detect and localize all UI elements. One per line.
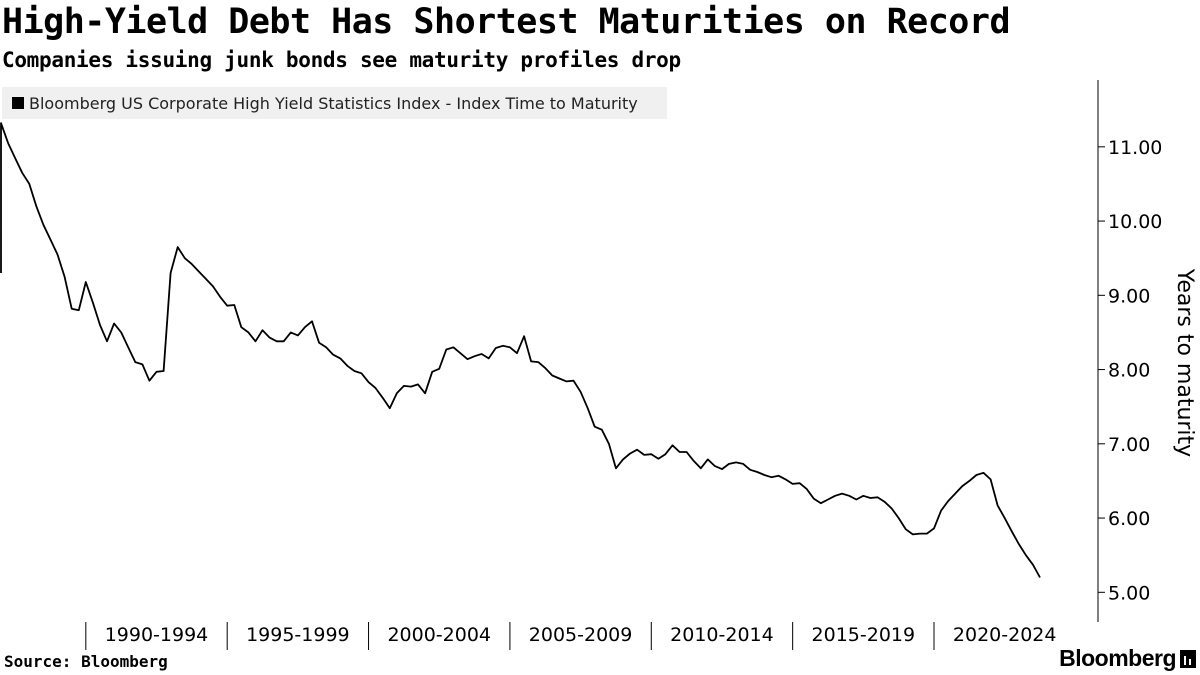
x-tick-label-3: 2005-2009 (529, 624, 633, 646)
y-tick-label-6: 11.00 (1108, 137, 1162, 159)
y-tick-label-5: 10.00 (1108, 211, 1162, 233)
brand-logo: Bloomberg (1059, 645, 1196, 672)
y-tick-label-0: 5.00 (1108, 582, 1150, 604)
legend-label: Bloomberg US Corporate High Yield Statis… (29, 93, 638, 113)
y-tick-label-4: 9.00 (1108, 285, 1150, 307)
y-tick-label-1: 6.00 (1108, 508, 1150, 530)
x-tick-label-6: 2020-2024 (953, 624, 1057, 646)
legend: Bloomberg US Corporate High Yield Statis… (2, 87, 667, 119)
chart-subtitle: Companies issuing junk bonds see maturit… (2, 48, 681, 72)
x-tick-label-5: 2015-2019 (812, 624, 916, 646)
y-axis-label: Years to maturity (1172, 268, 1197, 457)
x-tick-label-0: 1990-1994 (105, 624, 209, 646)
x-tick-label-4: 2010-2014 (670, 624, 774, 646)
y-tick-label-2: 7.00 (1108, 434, 1150, 456)
series-line-0 (0, 122, 1041, 578)
y-tick-label-3: 8.00 (1108, 360, 1150, 382)
brand-name: Bloomberg (1059, 645, 1176, 671)
legend-swatch (12, 97, 24, 109)
terminal-icon (1180, 649, 1196, 668)
x-tick-label-2: 2000-2004 (387, 624, 491, 646)
chart-title: High-Yield Debt Has Shortest Maturities … (2, 2, 1011, 42)
source-note: Source: Bloomberg (4, 652, 168, 671)
x-tick-label-1: 1995-1999 (246, 624, 350, 646)
